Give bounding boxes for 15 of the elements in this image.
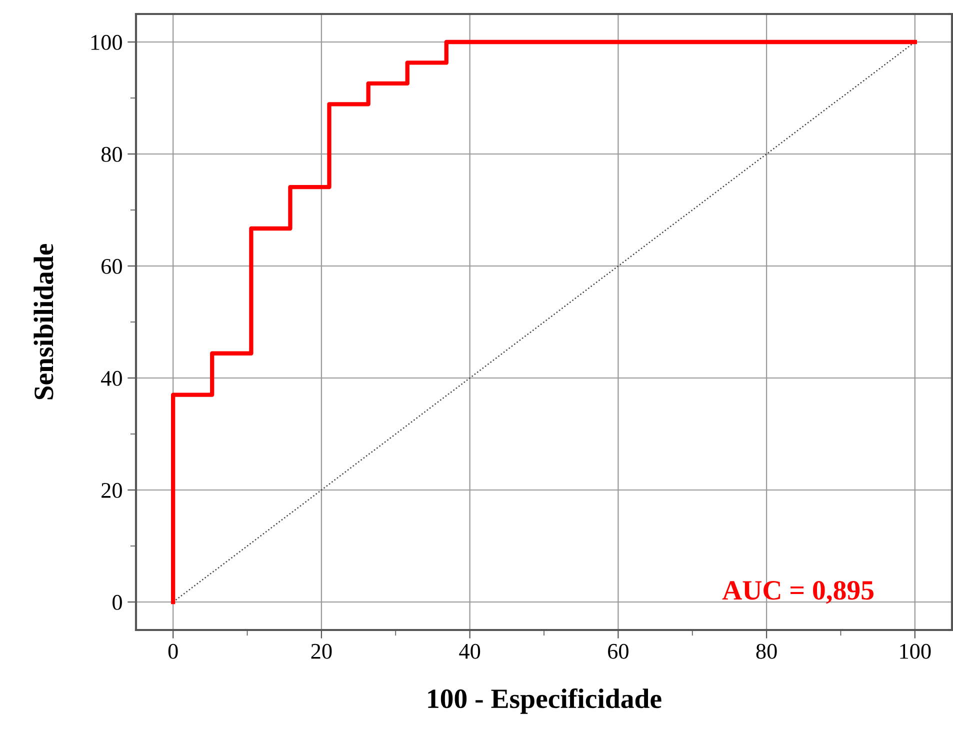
x-tick-label: 80 (756, 644, 777, 659)
x-tick-label: 40 (459, 644, 480, 659)
y-tick-label: 60 (102, 258, 122, 274)
x-axis-title: 100 - Especificidade (428, 688, 662, 714)
y-tick-label: 0 (112, 594, 122, 610)
y-tick-label: 20 (102, 482, 122, 498)
y-tick-label: 100 (91, 34, 122, 50)
x-tick-label: 100 (900, 644, 931, 659)
y-tick-label: 40 (101, 370, 122, 386)
x-tick-label: 20 (311, 644, 332, 659)
annotation: AUC = 0,895 (722, 580, 874, 604)
x-tick-label: 0 (168, 644, 178, 659)
y-axis-title: Sensibilidade (34, 244, 54, 400)
x-tick-label: 60 (608, 644, 628, 659)
y-tick-label: 80 (101, 146, 122, 162)
